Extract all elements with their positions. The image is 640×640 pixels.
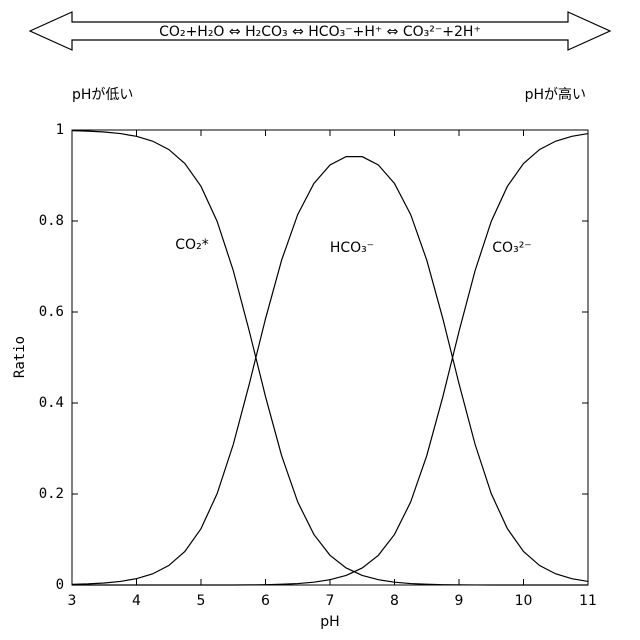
series-line: [72, 131, 588, 585]
right-note: pHが高い: [525, 86, 586, 103]
x-tick-label: 5: [197, 593, 206, 609]
page: CO₂+H₂O ⇔ H₂CO₃ ⇔ HCO₃⁻+H⁺ ⇔ CO₃²⁻+2H⁺ p…: [0, 0, 640, 640]
left-note: pHが低い: [72, 87, 133, 103]
x-tick-label: 4: [132, 593, 141, 609]
plot-frame: [72, 130, 588, 585]
series-line: [72, 134, 588, 585]
y-tick-label: 0.8: [39, 213, 64, 229]
y-axis-label: Ratio: [12, 336, 28, 378]
y-tick-label: 1: [56, 122, 64, 138]
x-tick-label: 8: [390, 593, 399, 609]
x-tick-label: 7: [326, 593, 335, 609]
y-tick-label: 0: [56, 577, 64, 593]
chart: CO₂+H₂O ⇔ H₂CO₃ ⇔ HCO₃⁻+H⁺ ⇔ CO₃²⁻+2H⁺ p…: [0, 0, 640, 640]
x-tick-label: 9: [455, 593, 464, 609]
y-tick-label: 0.4: [39, 395, 64, 411]
y-tick-label: 0.6: [39, 304, 64, 320]
y-tick-label: 0.2: [39, 486, 64, 502]
series-label: CO₂*: [175, 237, 208, 253]
x-axis-label: pH: [320, 614, 339, 630]
series-label: CO₃²⁻: [492, 240, 531, 256]
equation: CO₂+H₂O ⇔ H₂CO₃ ⇔ HCO₃⁻+H⁺ ⇔ CO₃²⁻+2H⁺: [159, 24, 481, 40]
series-label: HCO₃⁻: [330, 240, 374, 256]
x-tick-label: 10: [515, 593, 533, 609]
x-tick-label: 3: [68, 593, 77, 609]
series-line: [72, 157, 588, 585]
x-tick-label: 11: [579, 593, 597, 609]
x-tick-label: 6: [261, 593, 270, 609]
